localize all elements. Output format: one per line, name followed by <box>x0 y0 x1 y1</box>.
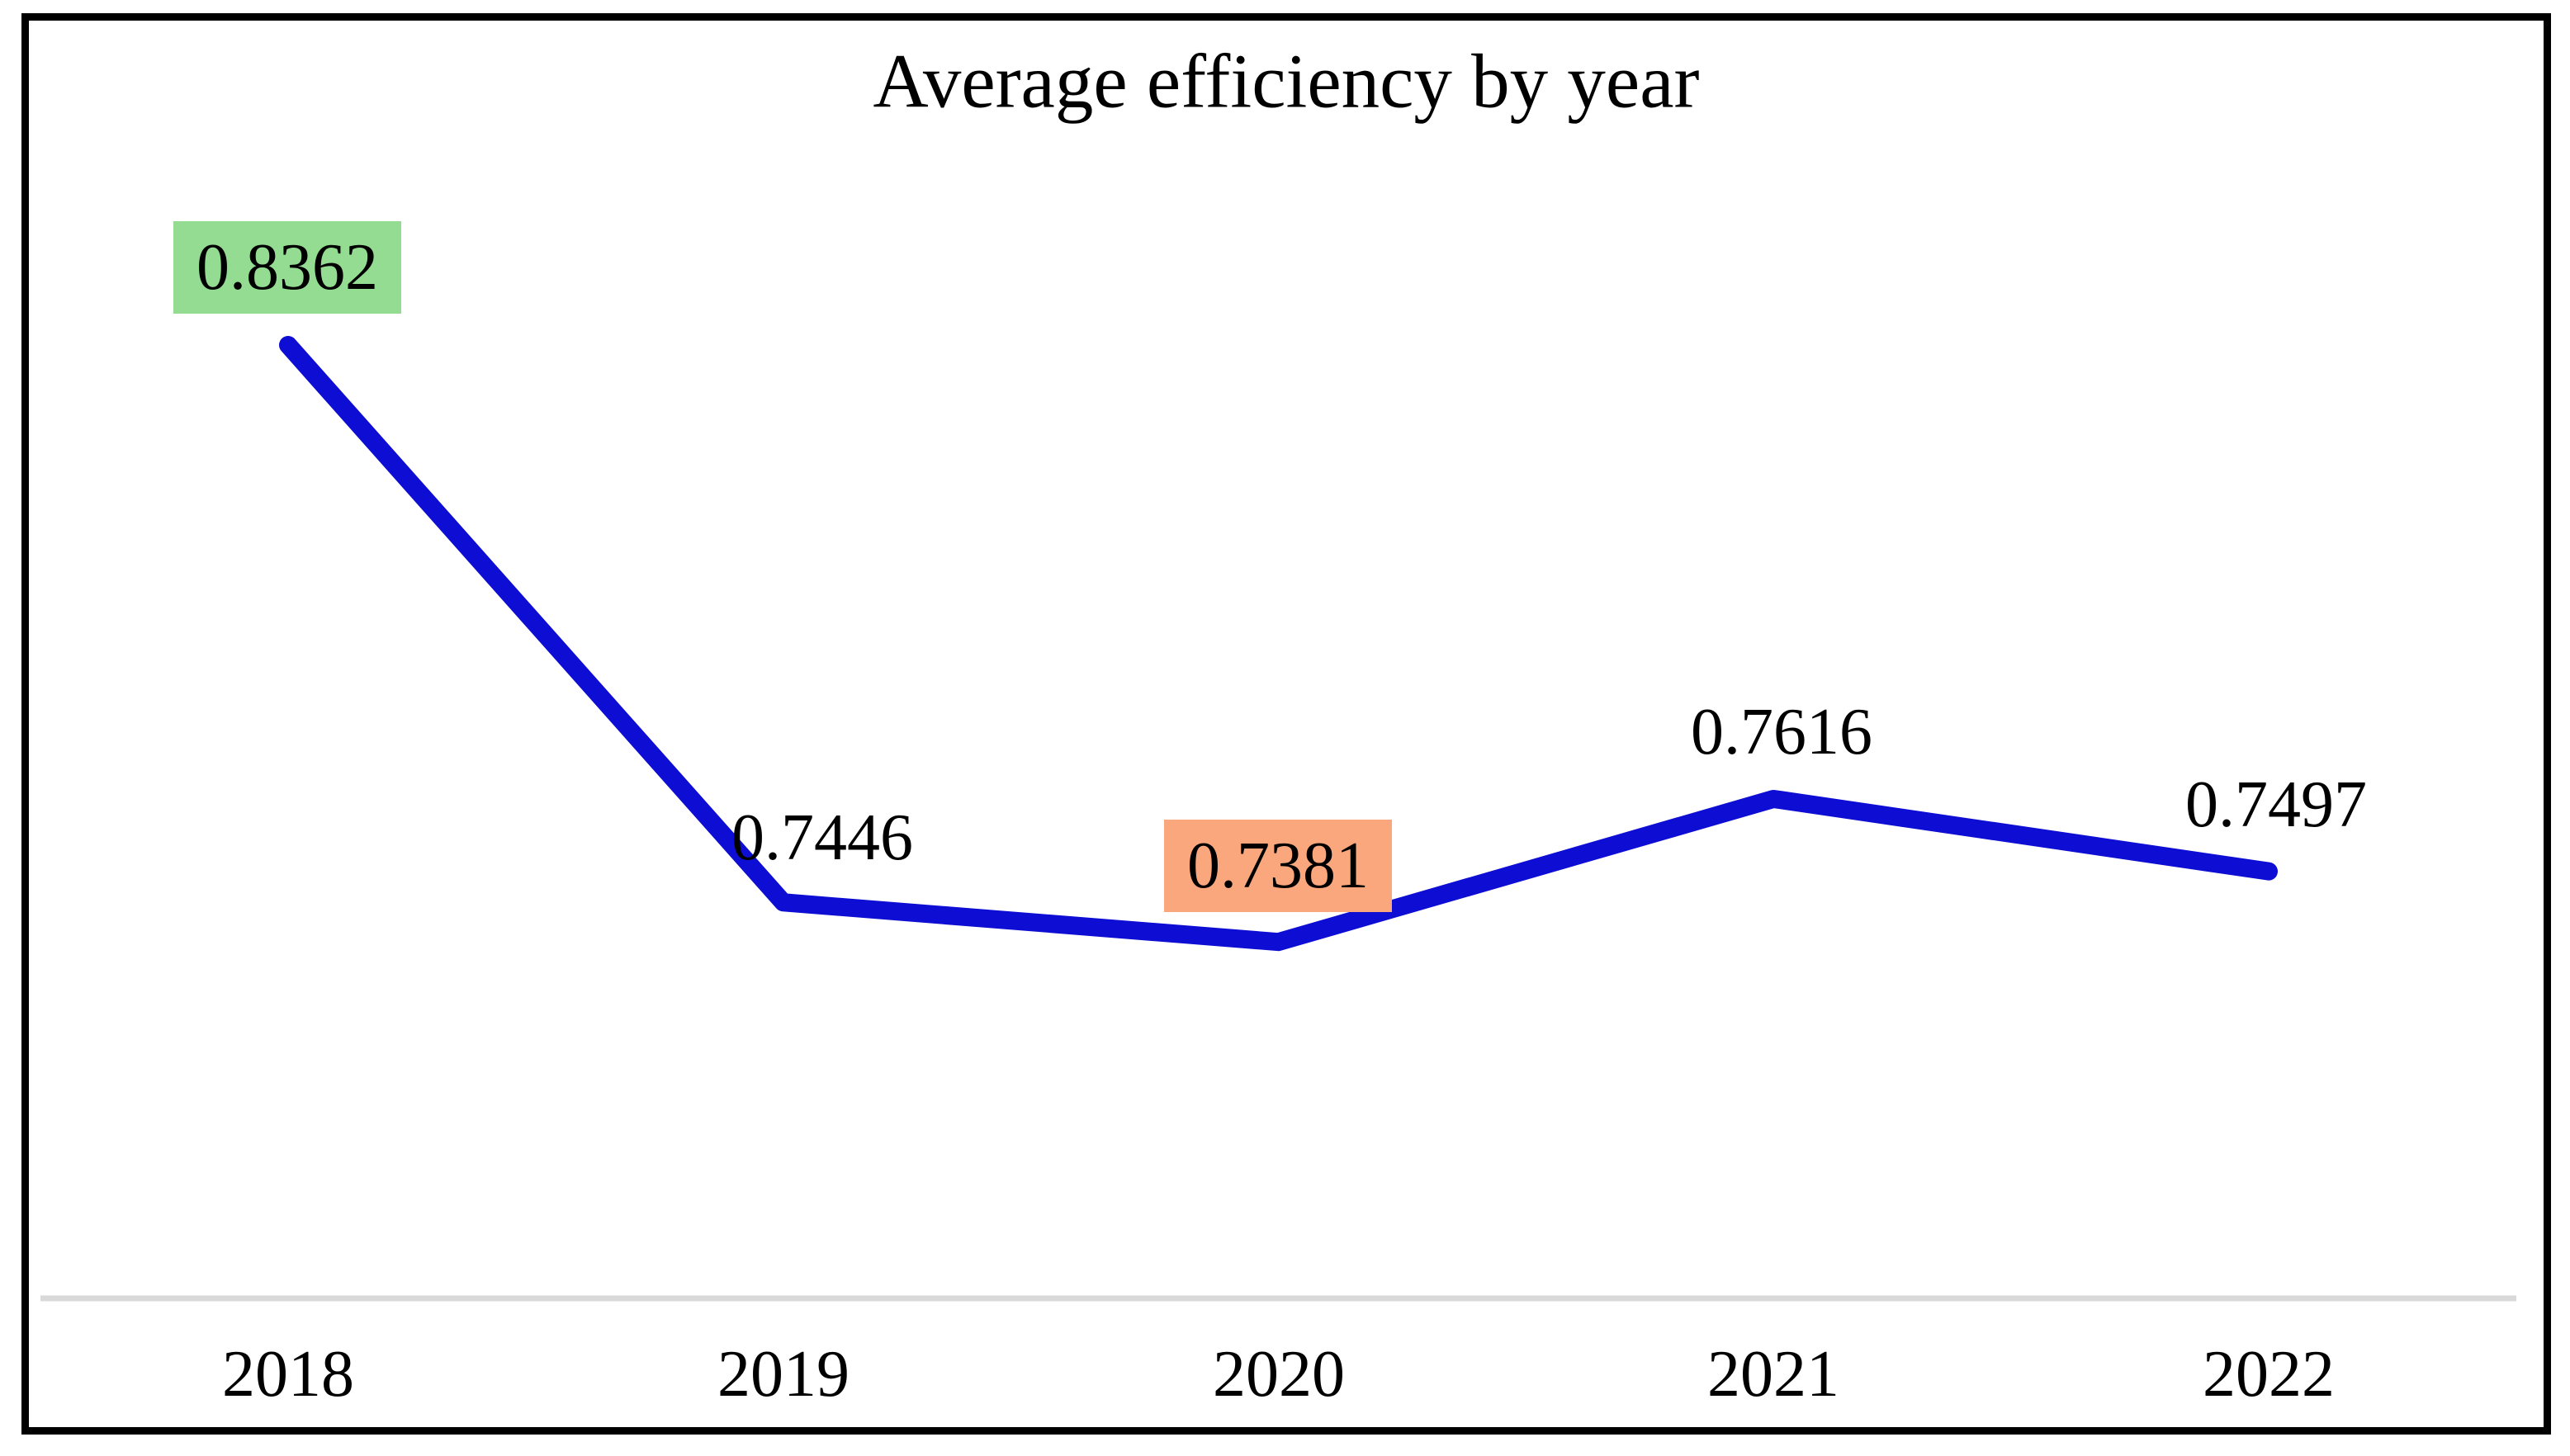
data-label-max: 0.8362 <box>173 221 401 314</box>
data-label-2022: 0.7497 <box>2185 768 2367 841</box>
x-tick-2021: 2021 <box>1707 1338 1839 1411</box>
data-label-2019: 0.7446 <box>731 801 913 874</box>
data-label-min: 0.7381 <box>1164 820 1392 912</box>
x-tick-2022: 2022 <box>2203 1338 2335 1411</box>
chart-title: Average efficiency by year <box>873 39 1700 125</box>
efficiency-line <box>279 336 2278 952</box>
data-label-2021: 0.7616 <box>1691 696 1872 768</box>
x-tick-2019: 2019 <box>717 1338 850 1411</box>
chart-frame <box>21 13 2551 1435</box>
x-tick-2018: 2018 <box>222 1338 354 1411</box>
x-tick-2020: 2020 <box>1213 1338 1345 1411</box>
